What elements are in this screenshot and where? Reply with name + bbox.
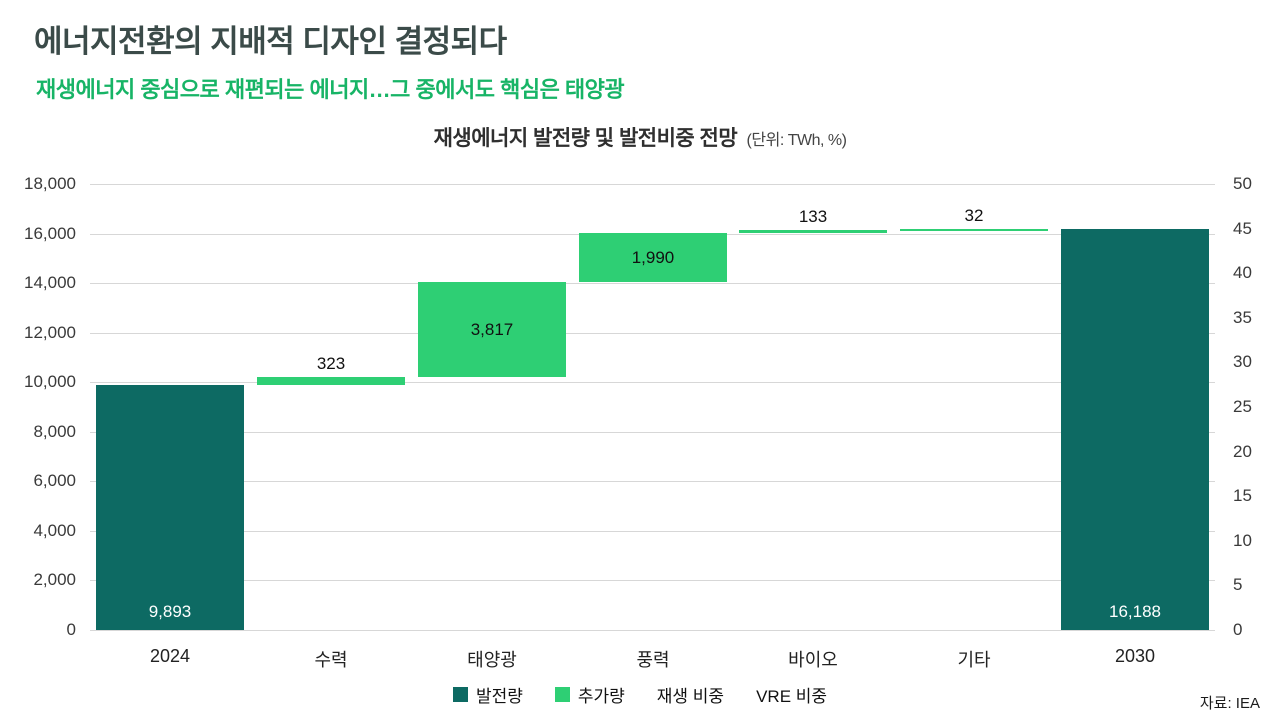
- category-label-태양광: 태양광: [467, 650, 517, 670]
- left-axis-tick: 4,000: [33, 520, 76, 540]
- category-label-2030: 2030: [1114, 646, 1156, 666]
- legend-swatch-icon: [452, 687, 468, 702]
- left-axis-tick: 6,000: [33, 471, 76, 491]
- bar-value-label: 9,893: [148, 602, 192, 621]
- bar-2024: 9,893: [96, 385, 244, 630]
- gridline: [90, 630, 1215, 631]
- legend-item: 재생 비중: [657, 682, 724, 707]
- chart-title: 재생에너지 발전량 및 발전비중 전망 (단위: TWh, %): [0, 122, 1280, 152]
- bar-2030: 16,188: [1061, 229, 1209, 630]
- left-axis-tick: 0: [66, 620, 76, 639]
- bar-value-label: 3,817: [470, 319, 514, 339]
- bar-value-label: 32: [964, 206, 984, 225]
- right-axis-tick: 15: [1233, 486, 1252, 506]
- left-axis-tick: 2,000: [33, 570, 76, 590]
- legend: 발전량 추가량 재생 비중 VRE 비중: [0, 682, 1280, 707]
- right-axis-tick: 5: [1233, 575, 1243, 595]
- left-axis-tick: 8,000: [33, 421, 76, 441]
- bar-태양광: 3,817: [418, 282, 566, 377]
- right-axis-tick: 45: [1233, 218, 1252, 238]
- bar-value-label: 1,990: [631, 247, 675, 267]
- bar-기타: 32: [900, 206, 1048, 231]
- legend-label: 추가량: [577, 687, 625, 706]
- category-label-풍력: 풍력: [636, 650, 670, 670]
- legend-label: 재생 비중: [656, 687, 725, 706]
- legend-label: VRE 비중: [756, 687, 828, 706]
- left-axis-tick: 14,000: [24, 273, 76, 293]
- category-label-2024: 2024: [149, 646, 191, 666]
- right-axis-tick: 30: [1233, 352, 1252, 372]
- right-axis-tick: 25: [1233, 397, 1252, 416]
- chart-unit-note: (단위: TWh, %): [746, 132, 847, 149]
- plot-area: 0 2,000 4,000 6,000 8,000 10,000 12,000 14,000 1…: [24, 174, 1252, 670]
- legend-label: 발전량: [475, 687, 523, 706]
- legend-swatch-icon: [554, 687, 570, 702]
- legend-item: 발전량: [452, 682, 523, 707]
- right-axis-tick: 40: [1233, 263, 1252, 283]
- gridline: [90, 530, 1215, 532]
- bar-value-label: 16,188: [1109, 602, 1161, 621]
- gridline: [90, 332, 1215, 334]
- left-axis-tick: 10,000: [24, 372, 76, 392]
- gridline: [90, 283, 1215, 285]
- gridline: [90, 481, 1215, 483]
- right-axis-tick: 50: [1233, 174, 1252, 193]
- gridline: [90, 184, 1215, 185]
- bar-value-label: 133: [798, 206, 828, 226]
- category-label-바이오: 바이오: [788, 650, 838, 670]
- source-note: 자료: IEA: [1199, 695, 1260, 712]
- page-title: 에너지전환의 지배적 디자인 결정되다: [34, 24, 507, 59]
- right-axis-tick: 0: [1233, 620, 1243, 639]
- right-axis-tick: 10: [1233, 530, 1252, 550]
- right-axis-tick: 20: [1233, 441, 1252, 461]
- right-axis-tick: 35: [1233, 307, 1252, 327]
- legend-item: 추가량: [554, 682, 625, 707]
- legend-item: VRE 비중: [756, 682, 827, 707]
- gridline: [90, 431, 1215, 433]
- left-axis-tick: 16,000: [24, 223, 76, 243]
- left-axis-tick: 12,000: [24, 322, 76, 342]
- bar-value-label: 323: [316, 354, 346, 373]
- left-axis-tick: 18,000: [24, 174, 76, 193]
- category-label-기타: 기타: [957, 650, 991, 670]
- bar-바이오: 133: [739, 207, 887, 233]
- category-label-수력: 수력: [314, 650, 348, 670]
- gridline: [90, 580, 1215, 582]
- gridline: [90, 382, 1215, 384]
- bar-수력: 323: [257, 354, 405, 385]
- chart-title-text: 재생에너지 발전량 및 발전비중 전망: [433, 127, 738, 150]
- bar-풍력: 1,990: [579, 233, 727, 282]
- page-subtitle: 재생에너지 중심으로 재편되는 에너지…그 중에서도 핵심은 태양광: [36, 77, 625, 102]
